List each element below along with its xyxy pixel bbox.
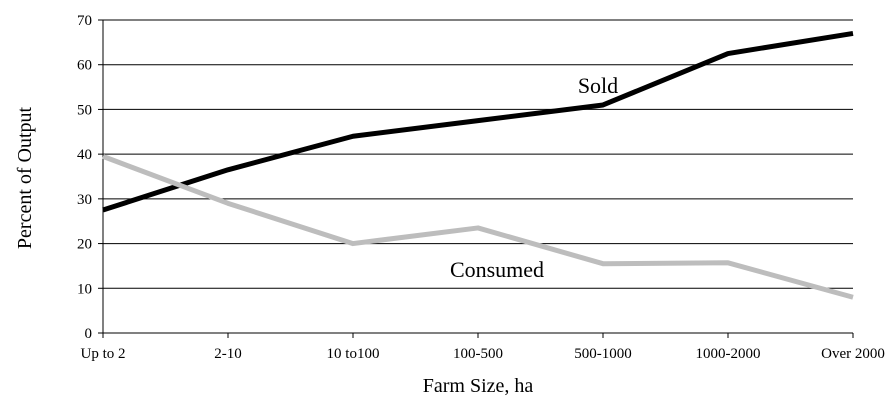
y-tick-label: 20 — [77, 237, 92, 253]
y-axis-title: Percent of Output — [14, 106, 36, 249]
x-tick-label: 1000-2000 — [696, 346, 761, 362]
y-tick-label: 10 — [77, 281, 92, 297]
gridlines — [103, 19, 853, 289]
x-axis-ticks: Up to 2 2-10 10 to100 100-500 500-1000 1000-2… — [81, 333, 885, 362]
y-tick-label: 70 — [77, 13, 92, 29]
x-tick-label: 2-10 — [214, 346, 242, 362]
x-tick-label: Up to 2 — [81, 346, 126, 362]
series-line-sold — [102, 30, 854, 213]
series-line-consumed — [102, 154, 854, 300]
y-tick-label: 60 — [77, 58, 92, 74]
y-axis-ticks: 0 10 20 30 40 50 60 70 — [77, 13, 103, 342]
x-tick-label: 100-500 — [453, 346, 503, 362]
y-tick-label: 40 — [77, 147, 92, 163]
series-lines — [102, 30, 854, 300]
x-tick-label: 10 to100 — [327, 346, 380, 362]
series-label-sold: Sold — [578, 73, 618, 98]
series-label-consumed: Consumed — [450, 257, 544, 282]
y-tick-label: 0 — [85, 326, 93, 342]
axes — [102, 20, 853, 334]
x-tick-label: 500-1000 — [574, 346, 632, 362]
x-tick-label: Over 2000 — [821, 346, 885, 362]
x-axis-title: Farm Size, ha — [423, 375, 534, 397]
y-tick-label: 50 — [77, 102, 92, 118]
y-tick-label: 30 — [77, 192, 92, 208]
